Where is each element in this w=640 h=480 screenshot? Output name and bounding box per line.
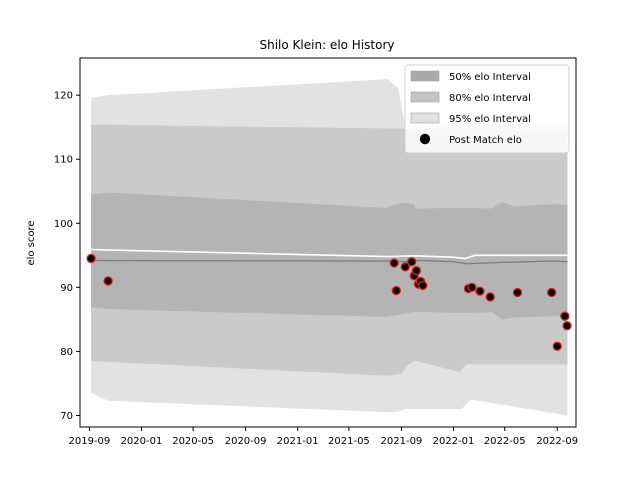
legend-swatch-95pct-elo-interval bbox=[410, 112, 440, 124]
post-match-point-11 bbox=[418, 280, 428, 291]
legend-label-50pct-elo-interval: 50% elo Interval bbox=[449, 72, 531, 83]
x-tick-label-1: 2019-09 bbox=[68, 436, 110, 447]
legend-label-95pct-elo-interval: 95% elo Interval bbox=[449, 114, 531, 125]
post-match-point-6 bbox=[407, 257, 417, 267]
plot-area bbox=[86, 79, 572, 416]
y-tick-label-5: 110 bbox=[54, 155, 73, 166]
x-tick-label-9: 2022-05 bbox=[484, 436, 526, 447]
post-match-point-17 bbox=[547, 287, 557, 298]
legend-label-post-match-elo: Post Match elo bbox=[449, 135, 522, 146]
legend-marker-post-match-elo bbox=[419, 133, 431, 145]
y-tick-label-1: 70 bbox=[60, 411, 73, 422]
post-match-point-18 bbox=[552, 341, 562, 351]
legend-box bbox=[404, 64, 570, 154]
y-tick-label-4: 100 bbox=[54, 219, 73, 230]
y-tick-label-6: 120 bbox=[54, 91, 73, 102]
legend: 50% elo Interval 80% elo Interval 95% elo … bbox=[404, 64, 570, 154]
post-match-point-15 bbox=[485, 292, 495, 302]
x-tick-label-6: 2021-05 bbox=[328, 436, 370, 447]
post-match-point-2 bbox=[103, 276, 113, 286]
post-match-point-20 bbox=[562, 321, 572, 331]
post-match-point-19 bbox=[560, 311, 570, 321]
post-match-point-13 bbox=[467, 282, 477, 292]
line-upper-mean bbox=[91, 248, 568, 260]
post-match-point-5 bbox=[400, 262, 410, 272]
legend-swatch-50pct-elo-interval bbox=[410, 70, 440, 82]
post-match-point-3 bbox=[389, 258, 399, 268]
x-tick-label-10: 2022-09 bbox=[536, 436, 578, 447]
post-match-point-16 bbox=[512, 287, 523, 298]
post-match-point-1 bbox=[86, 253, 96, 264]
y-axis-ticks: 70 80 90 100 110 120 bbox=[54, 91, 80, 422]
post-match-points bbox=[86, 253, 572, 351]
post-match-point-4 bbox=[391, 285, 401, 296]
legend-swatch-80pct-elo-interval bbox=[410, 91, 440, 103]
x-tick-label-4: 2020-09 bbox=[225, 436, 267, 447]
x-tick-label-2: 2020-01 bbox=[121, 436, 163, 447]
axes-frame bbox=[79, 57, 577, 428]
x-tick-label-3: 2020-05 bbox=[172, 436, 214, 447]
y-tick-label-2: 80 bbox=[60, 347, 73, 358]
legend-label-80pct-elo-interval: 80% elo Interval bbox=[449, 93, 531, 104]
y-axis-label: elo score bbox=[26, 220, 37, 265]
x-tick-label-8: 2022-01 bbox=[433, 436, 475, 447]
x-tick-label-7: 2021-09 bbox=[381, 436, 423, 447]
interval-bands bbox=[91, 79, 568, 416]
x-axis-ticks: 2019-09 2020-01 2020-05 2020-09 2021-01 2021-… bbox=[68, 427, 578, 447]
x-tick-label-5: 2021-01 bbox=[277, 436, 319, 447]
chart-title: Shilo Klein: elo History bbox=[260, 38, 395, 52]
post-match-point-8 bbox=[411, 266, 422, 276]
post-match-point-14 bbox=[475, 286, 485, 296]
y-tick-label-3: 90 bbox=[60, 283, 73, 294]
